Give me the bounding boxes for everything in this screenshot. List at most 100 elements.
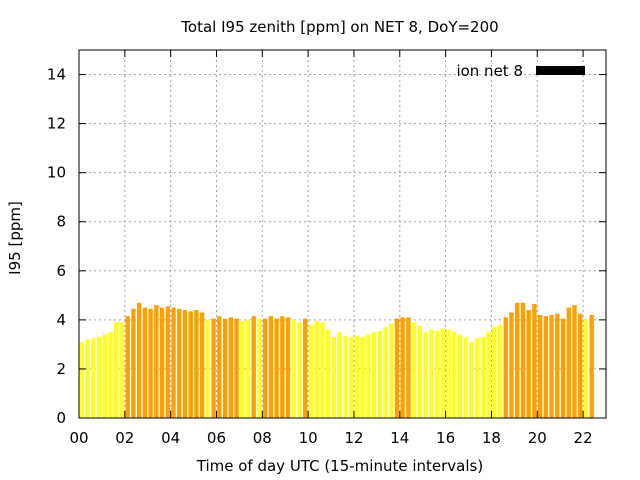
bar (136, 302, 142, 418)
x-axis-label: Time of day UTC (15-minute intervals) (196, 457, 483, 475)
bar (509, 312, 514, 418)
bar (400, 317, 405, 418)
bar (159, 307, 165, 418)
bar (188, 311, 193, 418)
y-tick-label: 4 (56, 311, 66, 329)
bar (440, 328, 445, 418)
x-tick-label: 06 (207, 429, 226, 447)
x-tick-label: 20 (528, 429, 547, 447)
bar (469, 341, 474, 418)
bar (572, 305, 577, 418)
bar (96, 337, 102, 418)
bar (177, 308, 182, 418)
bar (131, 308, 136, 418)
y-axis-label: I95 [ppm] (6, 201, 24, 275)
bar (360, 337, 365, 418)
bar (486, 332, 491, 418)
bar (102, 334, 107, 418)
bar (326, 329, 331, 418)
bar (308, 324, 314, 418)
bar (543, 316, 549, 418)
plot-frame (78, 49, 607, 419)
y-tick-label: 8 (56, 213, 66, 231)
bar (245, 319, 251, 418)
x-tick-label: 04 (161, 429, 180, 447)
bar (79, 341, 85, 418)
bar (91, 338, 96, 418)
bar (85, 339, 90, 418)
bar (515, 302, 520, 418)
bar (560, 318, 566, 418)
bar (389, 323, 394, 418)
bar (497, 324, 503, 418)
bar (154, 305, 159, 418)
bar (520, 302, 526, 418)
bar (354, 335, 359, 418)
bar (457, 334, 463, 418)
y-tick-label: 14 (47, 66, 66, 84)
bar (406, 317, 411, 418)
bar (228, 317, 233, 418)
bar (423, 332, 428, 418)
bar (411, 322, 417, 418)
chart-title: Total I95 zenith [ppm] on NET 8, DoY=200 (180, 18, 498, 36)
bar (343, 335, 348, 418)
legend: ion net 8 (456, 62, 585, 80)
bar (452, 332, 457, 418)
bar (383, 327, 388, 418)
x-tick-label: 10 (299, 429, 318, 447)
x-tick-label: 22 (574, 429, 593, 447)
bar (108, 332, 113, 418)
bar (366, 334, 371, 418)
bar (222, 318, 228, 418)
bar (171, 307, 176, 418)
bar (480, 337, 486, 418)
bar (148, 308, 153, 418)
bar (291, 319, 296, 418)
x-tick-label: 02 (115, 429, 134, 447)
bar (199, 312, 205, 418)
bar (532, 303, 537, 418)
bar (234, 318, 239, 418)
bar (377, 330, 382, 418)
bar (274, 318, 279, 418)
bar (463, 337, 468, 418)
y-tick-label: 0 (56, 409, 66, 427)
x-tick-label: 08 (253, 429, 272, 447)
x-tick-label: 12 (344, 429, 363, 447)
grid-lines (79, 50, 606, 418)
bar (142, 307, 148, 418)
bar (119, 322, 125, 418)
bar (348, 337, 354, 418)
bar (240, 321, 245, 418)
bar (549, 314, 554, 418)
x-tick-label: 00 (69, 429, 88, 447)
bar (211, 318, 216, 418)
bar (297, 322, 302, 418)
bar (268, 316, 274, 418)
x-tick-label: 18 (482, 429, 501, 447)
legend-label: ion net 8 (456, 62, 523, 80)
bar (429, 329, 434, 418)
y-tick-label: 10 (47, 164, 66, 182)
bar (474, 338, 480, 418)
bar (257, 318, 262, 418)
bar (303, 318, 308, 418)
bar (205, 319, 211, 418)
bar (371, 332, 377, 418)
bar (320, 322, 325, 418)
y-tick-label: 12 (47, 115, 66, 133)
bar (217, 316, 222, 418)
bar (503, 317, 508, 418)
bar (125, 316, 130, 418)
bar (114, 322, 119, 418)
bar (165, 306, 170, 418)
bar (578, 313, 583, 418)
bar (583, 319, 589, 418)
bar (251, 316, 256, 418)
bar (417, 326, 422, 418)
bar (394, 318, 400, 418)
y-tick-label: 6 (56, 262, 66, 280)
bar (194, 310, 199, 418)
